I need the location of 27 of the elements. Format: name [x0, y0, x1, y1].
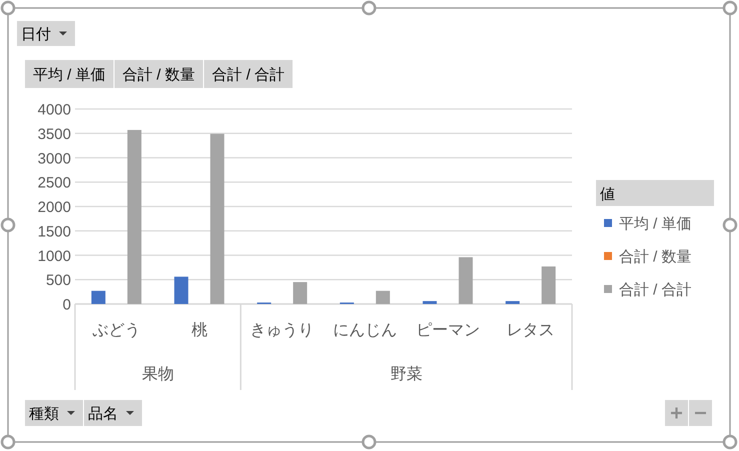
category: にんじん — [332, 322, 397, 339]
axis-field-button-label: 品名 — [88, 406, 118, 422]
ytick: 1500 — [38, 223, 71, 240]
ytick: 3500 — [38, 126, 71, 143]
ytick: 4000 — [38, 102, 71, 118]
value-field-button-label: 合計 / 合計 — [212, 66, 285, 84]
category-group-label: 果物 — [142, 366, 174, 383]
axis-field-button-label: 種類 — [29, 406, 59, 422]
ytick: 2500 — [38, 174, 71, 192]
ytick: 0 — [62, 296, 71, 314]
legend-label: 平均 / 単価 — [619, 216, 692, 232]
ytick: 2000 — [38, 199, 71, 216]
legend-label: 合計 / 合計 — [619, 282, 692, 298]
category-group-label: 野菜 — [390, 366, 422, 383]
legend-label: 合計 / 数量 — [619, 248, 692, 266]
category: レタス — [506, 322, 555, 339]
value-field-button-label: 合計 / 数量 — [122, 66, 196, 84]
legend-title: 値 — [600, 186, 615, 203]
filter-field-button-label: 日付 — [21, 26, 51, 43]
category: ピーマン — [416, 322, 480, 339]
ytick: 3000 — [38, 150, 71, 168]
category: きゅうり — [250, 322, 314, 339]
category: ぶどう — [92, 322, 140, 339]
category: 桃 — [191, 322, 208, 339]
ytick: 500 — [46, 272, 71, 290]
ytick: 1000 — [38, 248, 71, 265]
value-field-button-label: 平均 / 単価 — [33, 66, 106, 84]
